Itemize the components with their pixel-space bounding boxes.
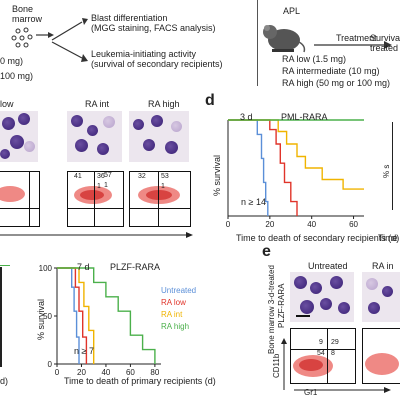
micrograph-e-untreated <box>290 272 354 322</box>
dose-low: RA low (1.5 mg) <box>282 54 347 64</box>
panel-c-label-low: low <box>0 99 14 109</box>
survival-label-1: Surviva <box>370 33 400 43</box>
pml-rara-x-tick-label: 60 <box>349 220 358 229</box>
pml-rara-x-tick-label: 0 <box>226 220 231 229</box>
plzf-rara-y-tick-label: 100 <box>39 264 53 273</box>
panel-e-side-label: Bone marrow 3-d-treated <box>267 265 276 354</box>
pml-rara-series-line-2 <box>228 119 364 190</box>
outcome-2-subtitle: (survival of secondary recipients) <box>91 59 223 69</box>
panel-e-axis-x: Gr1 <box>304 388 318 397</box>
dose-fragment-1: 0 mg) <box>0 56 24 66</box>
clipped-chart-xlabel: Time t <box>378 233 400 243</box>
pml-rara-series-line-0 <box>228 119 269 216</box>
plzf-rara-series-line-3 <box>57 267 156 364</box>
micrograph-ra-int <box>67 111 122 162</box>
panel-f-ylabel: % survival <box>36 298 46 340</box>
micrograph-e-ra-int <box>362 272 400 322</box>
outcome-1-title: Blast differentiation <box>91 13 168 23</box>
survival-label-2: treated r <box>370 43 400 53</box>
panel-f-title: PLZF-RARA <box>110 262 161 272</box>
plzf-rara-x-tick-label: 80 <box>150 368 159 377</box>
facs-ra-int-extra-top: 57 <box>104 172 112 179</box>
facs-plot-e-untreated: 9 29 54 8 <box>290 328 356 384</box>
scale-bar <box>296 315 310 317</box>
panel-f-n-label: n ≥ 7 <box>74 346 94 356</box>
bone-marrow-label-1: Bone <box>12 4 34 14</box>
facs-ra-high-q4: 1 <box>161 183 165 190</box>
plzf-rara-x-tick-label: 20 <box>77 368 86 377</box>
legend-ra-low: RA low <box>161 298 186 307</box>
micrograph-ra-high <box>129 111 189 162</box>
facs-e-q4: 8 <box>331 350 335 357</box>
cell-cluster-graphic <box>11 27 54 48</box>
panel-e-y-axis-arrow <box>281 338 287 390</box>
panel-c-label-ra-int: RA int <box>85 99 110 109</box>
panel-e-side-label-2: PLZF-RARA <box>277 283 286 328</box>
plzf-rara-x-tick-label: 40 <box>101 368 110 377</box>
facs-ra-high-q1: 32 <box>138 173 146 180</box>
treatment-label: Treatment <box>336 33 377 43</box>
clipped-chart-ylabel: % s <box>382 164 391 178</box>
facs-x-axis-arrow <box>0 232 193 238</box>
pml-rara-x-tick-label: 40 <box>307 220 316 229</box>
legend-ra-int: RA int <box>161 310 183 319</box>
facs-ra-int-q1: 41 <box>74 173 82 180</box>
pml-rara-series-line-1 <box>228 119 298 216</box>
plzf-rara-x-tick-label: 60 <box>126 368 135 377</box>
bone-marrow-label-2: marrow <box>12 14 43 24</box>
panel-c-label-ra-high: RA high <box>148 99 180 109</box>
panel-f-day-label: 7 d <box>77 262 90 272</box>
plzf-rara-x-tick-label: 0 <box>55 368 60 377</box>
panel-d-ylabel: % survival <box>212 154 222 196</box>
plzf-rara-y-tick-label: 0 <box>48 360 53 369</box>
facs-ra-int-q2: 36 <box>97 173 105 180</box>
facs-plot-ra-int: 41 36 1 <box>67 171 124 227</box>
panel-f-xlabel: Time to death of primary recipients (d) <box>64 376 216 386</box>
outcome-2-title: Leukemia-initiating activity <box>91 49 197 59</box>
dose-fragment-2: 100 mg) <box>0 71 34 81</box>
clipped-left-axis <box>0 267 2 367</box>
clipped-left-xlabel: d) <box>0 376 9 386</box>
pml-rara-x-tick-label: 20 <box>265 220 274 229</box>
facs-e-q3: 54 <box>317 350 325 357</box>
facs-ra-int-q4: 1 <box>97 183 101 190</box>
facs-e-q1: 9 <box>319 339 323 346</box>
panel-d-title: PML-RARA <box>281 112 328 122</box>
survival-chart-pml-rara: 0 20 40 60 <box>226 119 364 229</box>
facs-plot-e-ra-int <box>362 328 400 384</box>
treatment-arrow <box>314 41 392 49</box>
dose-intermediate: RA intermediate (10 mg) <box>282 66 380 76</box>
outcome-arrows <box>51 18 88 62</box>
panel-d-day-label: 3 d <box>240 112 253 122</box>
plzf-rara-series-line-2 <box>57 267 95 364</box>
panel-e-label-ra-int: RA in <box>372 261 394 271</box>
facs-ra-int-extra-bottom: 1 <box>104 182 108 189</box>
panel-e-letter: e <box>262 243 271 260</box>
panel-d-letter: d <box>205 92 215 109</box>
outcome-1-subtitle: (MGG staining, FACS analysis) <box>91 23 216 33</box>
panel-d-n-label: n ≥ 14 <box>241 197 266 207</box>
facs-plot-ra-high: 32 53 1 <box>129 171 191 227</box>
panel-divider <box>257 0 258 86</box>
plzf-rara-series-line-0 <box>57 267 80 364</box>
plzf-rara-y-tick-label: 50 <box>43 312 52 321</box>
micrograph-low <box>0 111 38 162</box>
plzf-rara-series-line-1 <box>57 267 88 364</box>
legend-untreated: Untreated <box>161 286 197 295</box>
panel-d-xlabel: Time to death of secondary recipients (d… <box>236 233 400 243</box>
facs-e-q2: 29 <box>331 339 339 346</box>
panel-e-x-axis-arrow <box>294 387 391 393</box>
facs-ra-high-q2: 53 <box>161 173 169 180</box>
dose-high: RA high (50 mg or 100 mg) <box>282 78 391 88</box>
model-label: APL <box>283 6 301 16</box>
facs-plot-low <box>0 171 40 227</box>
clipped-chart-axis <box>392 122 393 210</box>
mouse-icon <box>263 25 306 53</box>
survival-chart-plzf-rara: 0 20 40 60 80 0 50 100 <box>39 264 161 377</box>
clipped-green-line <box>0 265 10 266</box>
legend-ra-high: RA high <box>161 322 190 331</box>
panel-e-label-untreated: Untreated <box>308 261 348 271</box>
